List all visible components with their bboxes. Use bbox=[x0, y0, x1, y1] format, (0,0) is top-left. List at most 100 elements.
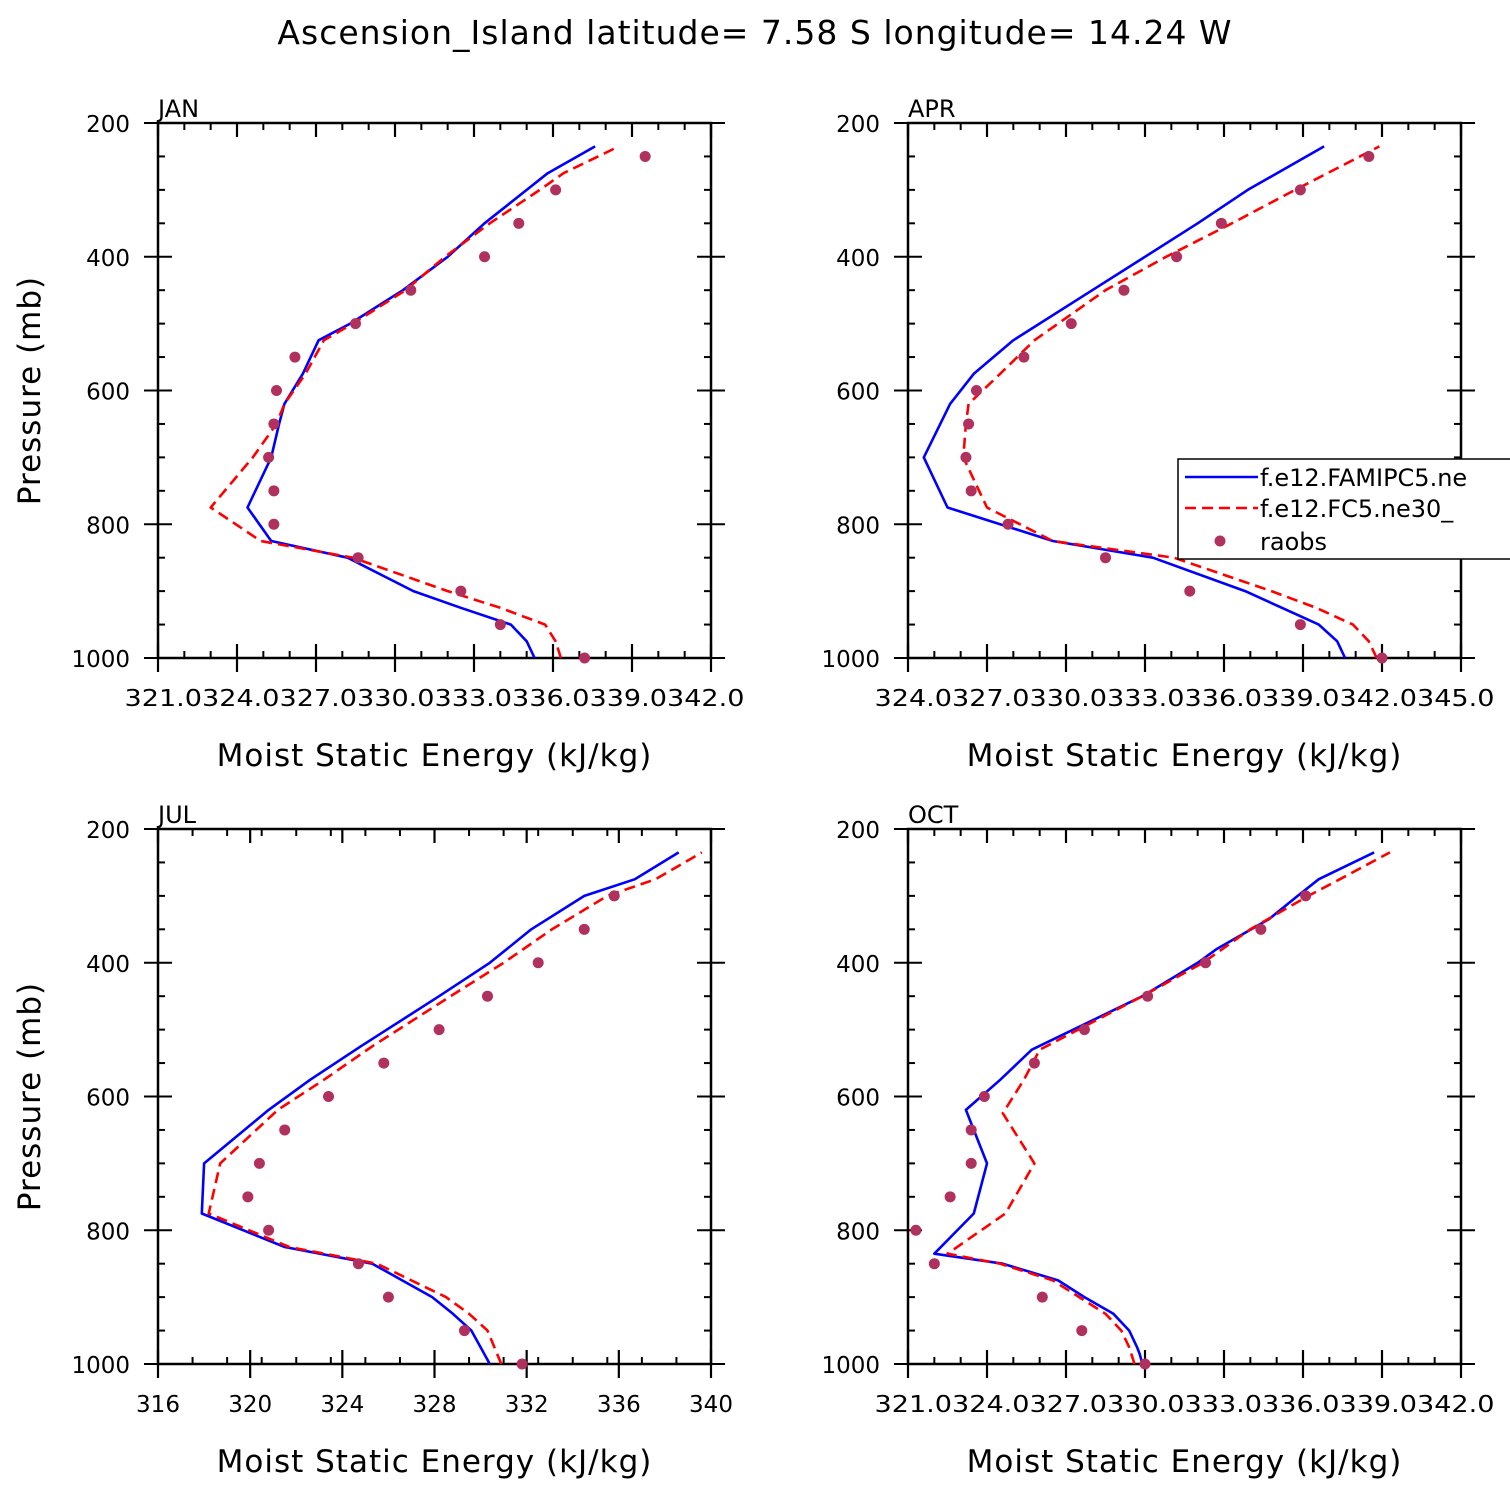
plot-area bbox=[200, 851, 703, 1364]
y-tick-label: 800 bbox=[836, 1219, 880, 1245]
raobs-point bbox=[1100, 552, 1111, 564]
y-axis-label: Pressure (mb) bbox=[12, 982, 48, 1211]
legend-entry-fc5: f.e12.FC5.ne30_ bbox=[1260, 495, 1454, 523]
figure-title: Ascension_Island latitude= 7.58 S longit… bbox=[277, 13, 1232, 52]
raobs-point bbox=[965, 485, 977, 497]
y-tick-label: 400 bbox=[836, 246, 880, 272]
y-tick-label: 400 bbox=[86, 952, 130, 978]
raobs-point bbox=[455, 585, 467, 597]
series-line-fc5 bbox=[961, 145, 1380, 658]
raobs-point bbox=[1078, 1024, 1090, 1036]
x-axis-label: Moist Static Energy (kJ/kg) bbox=[217, 1444, 653, 1480]
series-line-famipc5 bbox=[932, 851, 1375, 1364]
y-axis-label: Pressure (mb) bbox=[12, 276, 48, 505]
raobs-point bbox=[963, 418, 975, 430]
legend-entry-famipc5: f.e12.FAMIPC5.ne bbox=[1260, 464, 1467, 492]
y-tick-label: 400 bbox=[836, 952, 880, 978]
y-tick-label: 600 bbox=[836, 1086, 880, 1112]
panel-title: JAN bbox=[156, 95, 199, 123]
raobs-point bbox=[960, 451, 972, 463]
raobs-point bbox=[352, 1258, 364, 1270]
x-tick-label: 316 bbox=[136, 1392, 180, 1418]
raobs-point bbox=[382, 1291, 394, 1303]
legend-marker bbox=[1214, 535, 1226, 547]
series-line-fc5 bbox=[946, 851, 1391, 1364]
raobs-point bbox=[513, 217, 525, 229]
raobs-point bbox=[1171, 251, 1183, 263]
raobs-point bbox=[323, 1091, 335, 1102]
raobs-point bbox=[578, 923, 590, 935]
y-tick-label: 200 bbox=[86, 818, 130, 844]
x-tick-labels: 324.0327.0330.0333.0336.0339.0342.0345.0 bbox=[875, 686, 1495, 712]
raobs-point bbox=[532, 957, 544, 969]
raobs-point bbox=[1018, 351, 1030, 363]
raobs-point bbox=[242, 1191, 254, 1203]
raobs-point bbox=[1076, 1325, 1088, 1337]
series-line-famipc5 bbox=[246, 145, 596, 658]
x-tick-label: 332 bbox=[505, 1392, 549, 1418]
plot-area bbox=[209, 145, 620, 658]
y-tick-label: 600 bbox=[86, 1086, 130, 1112]
raobs-point bbox=[944, 1191, 956, 1203]
raobs-point bbox=[1294, 184, 1306, 196]
panel-jul: JUL 316 320 324 328 332 336 340 200 400 600 800 1000… bbox=[12, 801, 733, 1480]
raobs-point bbox=[352, 552, 364, 564]
x-tick-label: 324 bbox=[320, 1392, 364, 1418]
raobs-point bbox=[268, 485, 280, 497]
raobs-point bbox=[1215, 217, 1227, 229]
x-tick-label: 340 bbox=[689, 1392, 733, 1418]
raobs-point bbox=[350, 318, 361, 330]
y-tick-label: 200 bbox=[86, 112, 130, 138]
panel-jan: JAN 321.0324.0327.0330.0333.0336.0339.034… bbox=[12, 95, 745, 774]
raobs-point bbox=[479, 251, 491, 263]
x-tick-labels: 321.0324.0327.0330.0333.0336.0339.0342.0 bbox=[125, 686, 745, 712]
raobs-point bbox=[1142, 990, 1154, 1002]
y-tick-label: 200 bbox=[836, 112, 880, 138]
raobs-point bbox=[268, 418, 280, 430]
panel-title: OCT bbox=[908, 801, 959, 829]
raobs-point bbox=[271, 385, 282, 396]
plot-frame bbox=[156, 121, 713, 660]
raobs-point bbox=[1300, 890, 1312, 902]
panel-oct: OCT 321.0324.0327.0330.0333.0336.0339.034… bbox=[821, 801, 1494, 1480]
raobs-point bbox=[516, 1358, 528, 1370]
raobs-point bbox=[253, 1157, 265, 1169]
y-tick-label: 800 bbox=[86, 1219, 130, 1245]
raobs-point bbox=[1036, 1291, 1048, 1303]
y-tick-label: 1000 bbox=[71, 647, 130, 673]
raobs-point bbox=[1184, 585, 1196, 597]
raobs-point bbox=[579, 652, 591, 664]
raobs-point bbox=[978, 1091, 990, 1102]
raobs-point bbox=[481, 990, 493, 1002]
legend: f.e12.FAMIPC5.ne f.e12.FC5.ne30_raobs bbox=[1177, 458, 1510, 560]
plot-frame bbox=[906, 121, 1463, 660]
legend-entry-raobs: raobs bbox=[1260, 528, 1327, 556]
x-axis-label: Moist Static Energy (kJ/kg) bbox=[967, 738, 1403, 774]
x-tick-label: 328 bbox=[413, 1392, 457, 1418]
series-line-fc5 bbox=[207, 851, 703, 1364]
raobs-point bbox=[279, 1124, 291, 1136]
y-tick-label: 800 bbox=[86, 513, 130, 539]
plot-area bbox=[922, 145, 1380, 658]
raobs-point bbox=[608, 890, 620, 902]
plot-frame bbox=[906, 827, 1463, 1366]
x-tick-labels: 321.0324.0327.0330.0333.0336.0339.0342.0 bbox=[875, 1392, 1495, 1418]
raobs-point bbox=[1255, 923, 1267, 935]
raobs-point bbox=[910, 1224, 922, 1236]
raobs-point bbox=[1294, 619, 1306, 631]
series-line-fc5 bbox=[209, 145, 620, 658]
y-tick-label: 1000 bbox=[821, 647, 880, 673]
raobs-point bbox=[1363, 150, 1375, 162]
y-tick-label: 1000 bbox=[71, 1353, 130, 1379]
raobs-point bbox=[1118, 284, 1130, 296]
series-line-famipc5 bbox=[200, 851, 680, 1364]
x-tick-label: 336 bbox=[597, 1392, 641, 1418]
raobs-point bbox=[268, 518, 280, 530]
plot-frame bbox=[156, 827, 713, 1366]
x-axis-label: Moist Static Energy (kJ/kg) bbox=[967, 1444, 1403, 1480]
raobs-point bbox=[289, 351, 301, 363]
raobs-point bbox=[928, 1258, 940, 1270]
raobs-point bbox=[1139, 1358, 1151, 1370]
raobs-point bbox=[458, 1325, 470, 1337]
raobs-point bbox=[550, 184, 562, 196]
